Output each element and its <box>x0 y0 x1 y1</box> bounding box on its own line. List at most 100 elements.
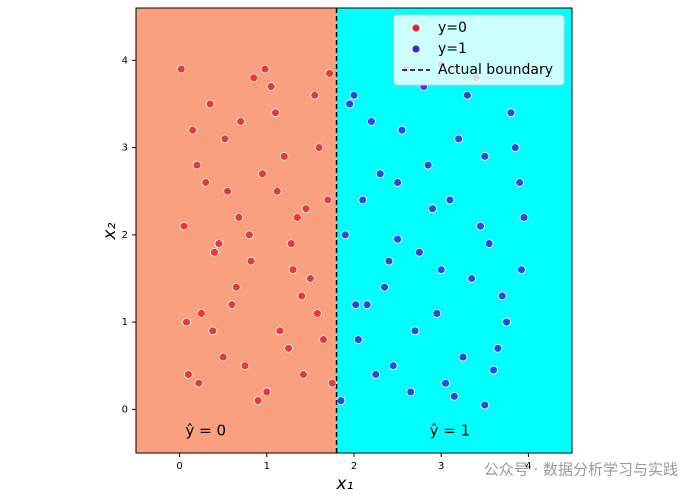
point <box>253 396 263 406</box>
point <box>262 387 272 397</box>
point <box>397 125 407 135</box>
point <box>502 317 512 327</box>
point <box>231 282 241 292</box>
point <box>432 308 442 318</box>
legend-label: y=1 <box>438 41 467 57</box>
point <box>367 117 376 126</box>
point <box>406 387 416 397</box>
point <box>196 308 206 318</box>
point <box>428 204 437 214</box>
y-tick-label: 0 <box>122 404 128 415</box>
point <box>249 73 259 83</box>
point <box>497 291 507 301</box>
point <box>493 343 503 353</box>
x-tick-label: 4 <box>525 461 531 472</box>
point <box>454 134 464 144</box>
point <box>327 378 337 388</box>
legend-label: y=0 <box>438 20 467 36</box>
y-tick-label: 2 <box>122 230 128 241</box>
point <box>266 82 276 91</box>
point <box>515 178 525 187</box>
legend-label: Actual boundary <box>438 62 553 78</box>
region <box>136 8 337 453</box>
region-label: ŷ = 0 <box>185 422 226 440</box>
point <box>462 90 472 100</box>
point <box>489 365 498 375</box>
point <box>194 378 204 388</box>
point <box>351 300 361 310</box>
point <box>445 195 455 205</box>
point <box>319 335 328 344</box>
point <box>246 256 256 266</box>
point <box>414 247 424 257</box>
point <box>301 204 311 214</box>
point <box>410 326 420 336</box>
legend-box <box>393 14 565 86</box>
plot-frame <box>135 7 573 454</box>
x-tick-label: 2 <box>351 461 357 472</box>
point <box>210 247 219 257</box>
point <box>223 186 232 196</box>
point <box>467 274 477 283</box>
legend-marker <box>411 23 421 33</box>
point <box>510 143 520 153</box>
point <box>288 265 298 275</box>
point <box>506 108 516 118</box>
point <box>325 69 334 78</box>
y-axis-label: x₂ <box>100 222 120 240</box>
point <box>214 239 224 248</box>
point <box>480 151 490 161</box>
point <box>345 99 355 109</box>
point <box>393 178 403 187</box>
point <box>208 326 218 336</box>
y-tick-label: 4 <box>122 55 128 66</box>
point <box>476 221 485 231</box>
point <box>380 282 389 292</box>
point <box>286 239 296 248</box>
point <box>275 326 285 336</box>
point <box>358 195 368 205</box>
watermark: 公众号 · 数据分析学习与实践 <box>484 461 678 479</box>
point <box>441 378 450 388</box>
point <box>458 352 468 362</box>
point <box>480 400 490 410</box>
point <box>393 234 403 244</box>
point <box>336 396 346 406</box>
point <box>519 213 529 222</box>
point <box>340 230 350 240</box>
legend-marker <box>411 44 421 54</box>
point <box>323 195 333 205</box>
point <box>284 343 294 353</box>
y-tick-label: 1 <box>122 317 128 328</box>
point <box>297 291 307 301</box>
point <box>236 117 246 126</box>
point <box>272 186 282 196</box>
point <box>362 300 372 310</box>
point <box>176 64 186 74</box>
point <box>182 317 191 327</box>
point <box>449 391 459 401</box>
point <box>205 99 215 109</box>
point <box>258 169 267 179</box>
legend: y=0 y=1 Actual boundary <box>393 14 565 86</box>
point <box>371 370 381 379</box>
point <box>314 143 324 153</box>
point <box>375 169 385 179</box>
x-tick-label: 1 <box>264 461 270 472</box>
point <box>292 213 302 222</box>
point <box>244 230 254 240</box>
point <box>234 213 244 222</box>
point <box>384 256 394 266</box>
point <box>240 361 250 371</box>
point <box>179 221 189 231</box>
point <box>227 300 237 310</box>
point <box>279 151 289 161</box>
point <box>423 160 433 170</box>
point <box>353 335 363 344</box>
x-axis-label: x₁ <box>336 474 354 494</box>
point <box>517 265 526 275</box>
point <box>201 178 211 187</box>
point <box>305 274 315 283</box>
point <box>271 108 280 118</box>
point <box>484 239 494 248</box>
